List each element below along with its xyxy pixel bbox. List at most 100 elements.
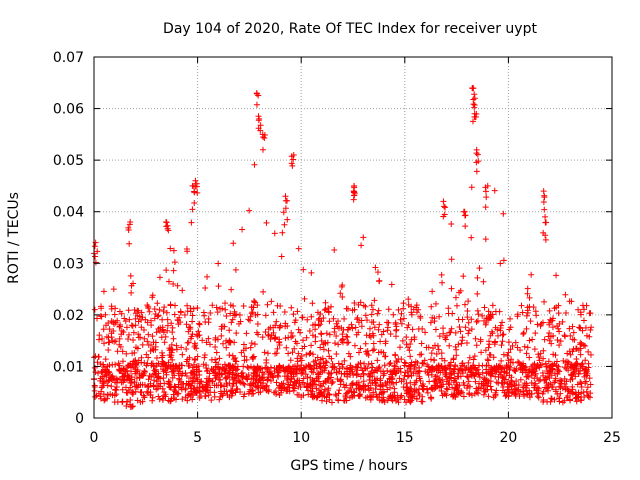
- data-point: [296, 377, 303, 384]
- data-point: [199, 337, 206, 344]
- data-point: [473, 111, 480, 118]
- data-point: [335, 396, 342, 403]
- data-point: [544, 363, 551, 370]
- data-point: [429, 288, 436, 295]
- data-point: [265, 326, 272, 333]
- data-point: [172, 383, 179, 390]
- data-point: [250, 376, 257, 383]
- data-point: [232, 311, 239, 318]
- data-point: [163, 219, 170, 226]
- data-point: [528, 390, 535, 397]
- data-point: [317, 364, 324, 371]
- data-point: [119, 358, 126, 365]
- data-point: [216, 365, 223, 372]
- data-point: [439, 279, 446, 286]
- data-point: [524, 309, 531, 316]
- data-point: [318, 318, 325, 325]
- data-point: [508, 356, 515, 363]
- data-point: [419, 385, 426, 392]
- data-point: [145, 354, 152, 361]
- data-point: [265, 368, 272, 375]
- data-point: [521, 392, 528, 399]
- data-point: [319, 355, 326, 362]
- data-point: [160, 329, 167, 336]
- data-point: [205, 315, 212, 322]
- data-point: [398, 320, 405, 327]
- data-point: [159, 395, 166, 402]
- data-point: [185, 378, 192, 385]
- data-point: [544, 373, 551, 380]
- data-point: [478, 349, 485, 356]
- data-point: [583, 388, 590, 395]
- data-point: [579, 327, 586, 334]
- data-point: [474, 290, 481, 297]
- data-point: [303, 363, 310, 370]
- data-point: [138, 389, 145, 396]
- data-point: [215, 370, 222, 377]
- data-point: [339, 294, 346, 301]
- data-point: [275, 369, 282, 376]
- data-point: [426, 378, 433, 385]
- data-point: [308, 313, 315, 320]
- data-point: [443, 385, 450, 392]
- data-point: [248, 381, 255, 388]
- x-axis-label: GPS time / hours: [290, 458, 407, 474]
- data-point: [251, 299, 258, 306]
- data-point: [240, 363, 247, 370]
- data-point: [130, 329, 137, 336]
- data-point: [471, 102, 478, 109]
- data-point: [257, 388, 264, 395]
- data-point: [428, 350, 435, 357]
- data-point: [100, 326, 107, 333]
- data-point: [290, 156, 297, 163]
- data-point: [559, 399, 566, 406]
- data-point: [145, 383, 152, 390]
- data-point: [397, 365, 404, 372]
- data-point: [247, 344, 254, 351]
- data-point: [432, 300, 439, 307]
- data-point: [343, 333, 350, 340]
- data-point: [381, 362, 388, 369]
- data-point: [176, 370, 183, 377]
- data-point: [160, 375, 167, 382]
- x-tick-label: 25: [603, 430, 621, 446]
- data-point: [498, 357, 505, 364]
- data-point: [582, 366, 589, 373]
- data-point: [97, 313, 104, 320]
- data-point: [417, 313, 424, 320]
- data-point: [372, 264, 379, 271]
- data-point: [179, 396, 186, 403]
- data-point: [473, 150, 480, 157]
- data-point: [160, 368, 167, 375]
- data-point: [233, 371, 240, 378]
- data-point: [267, 377, 274, 384]
- data-point: [531, 375, 538, 382]
- data-point: [452, 343, 459, 350]
- data-point: [535, 362, 542, 369]
- data-point: [362, 365, 369, 372]
- data-point: [542, 236, 549, 243]
- data-point: [507, 346, 514, 353]
- data-point: [395, 356, 402, 363]
- data-point: [287, 379, 294, 386]
- data-point: [193, 363, 200, 370]
- data-point: [367, 334, 374, 341]
- data-point: [440, 330, 447, 337]
- data-point: [229, 316, 236, 323]
- data-point: [164, 322, 171, 329]
- data-point: [196, 321, 203, 328]
- data-point: [469, 118, 476, 125]
- data-point: [582, 357, 589, 364]
- data-point: [458, 366, 465, 373]
- data-point: [377, 375, 384, 382]
- data-point: [498, 366, 505, 373]
- data-point: [150, 371, 157, 378]
- data-point: [507, 315, 514, 322]
- data-point: [172, 388, 179, 395]
- data-point: [193, 345, 200, 352]
- data-point: [499, 319, 506, 326]
- data-point: [380, 349, 387, 356]
- data-point: [229, 352, 236, 359]
- data-point: [319, 397, 326, 404]
- data-point: [264, 376, 271, 383]
